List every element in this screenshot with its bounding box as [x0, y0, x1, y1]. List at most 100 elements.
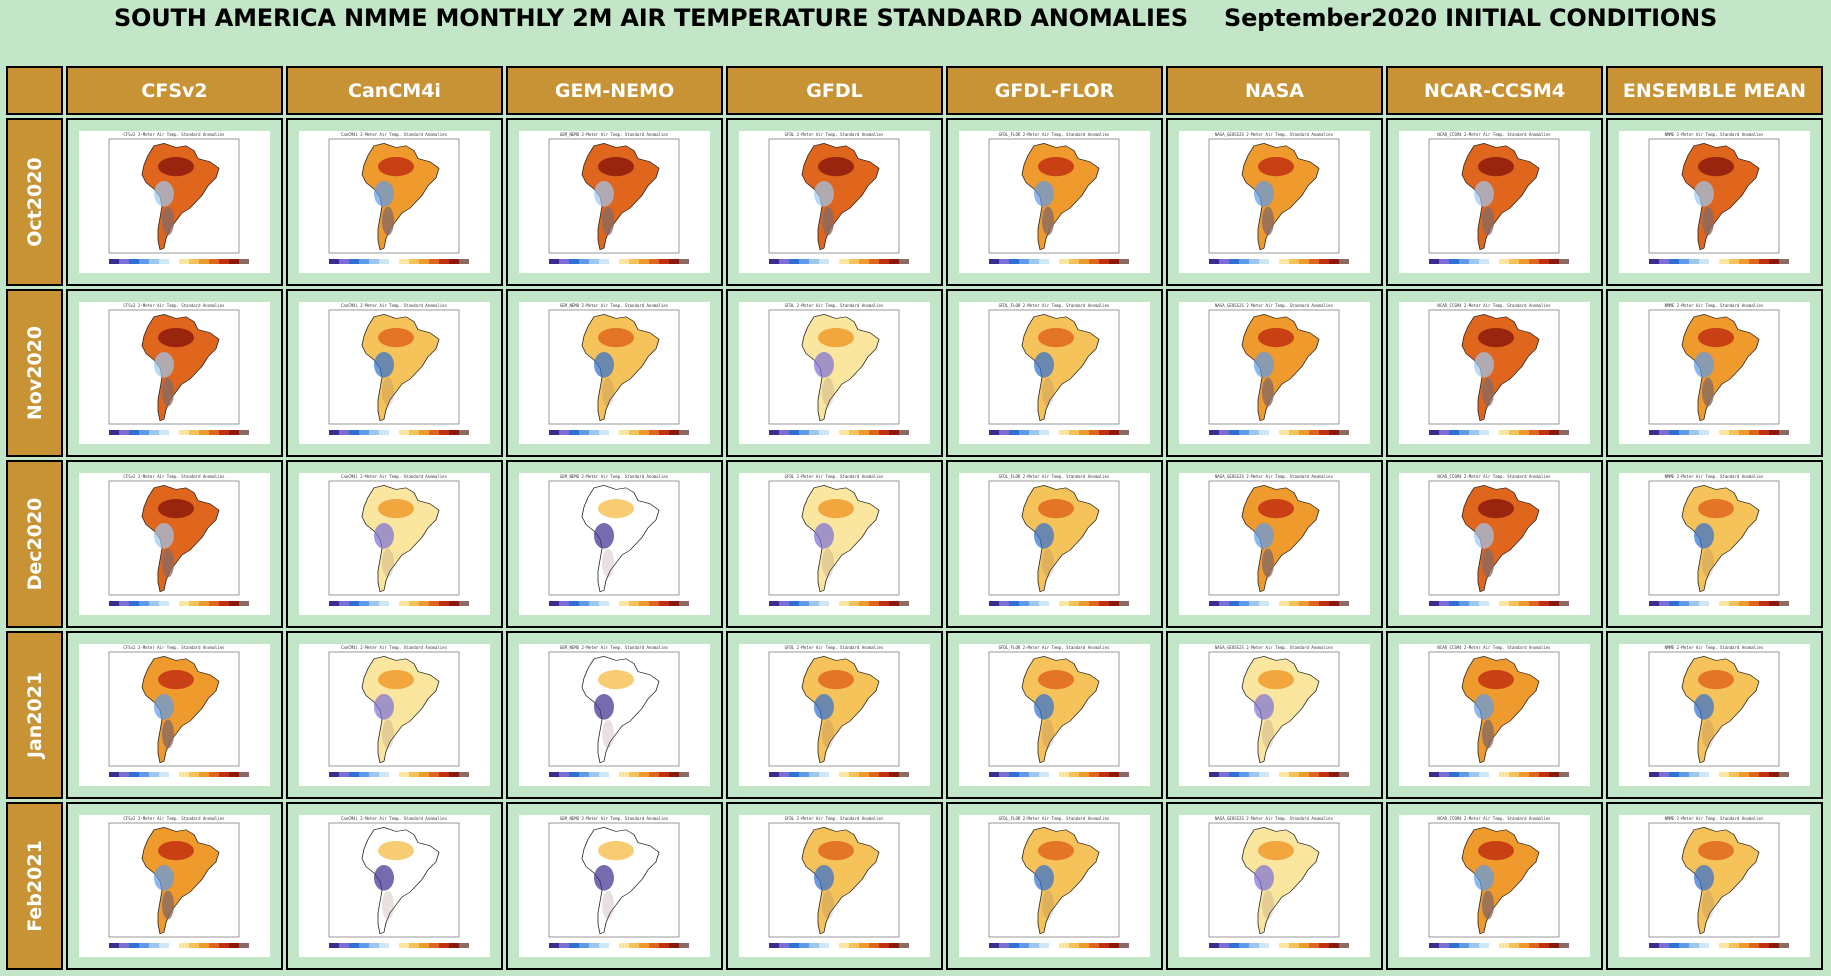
anomaly-map-image[interactable]: NASA_GEOSS2S 2-Meter Air Temp. Standard …: [1179, 302, 1370, 444]
map-thumbnail-cell[interactable]: GEM_NEMO 2-Meter Air Temp. Standard Anom…: [506, 289, 723, 457]
anomaly-map-image[interactable]: GFDL_FLOR 2-Meter Air Temp. Standard Ano…: [959, 302, 1150, 444]
map-thumbnail-cell[interactable]: CFSv2 2-Meter Air Temp. Standard Anomali…: [66, 802, 283, 970]
map-thumbnail-cell[interactable]: NASA_GEOSS2S 2-Meter Air Temp. Standard …: [1166, 802, 1383, 970]
map-thumbnail-cell[interactable]: GFDL_FLOR 2-Meter Air Temp. Standard Ano…: [946, 631, 1163, 799]
anomaly-map-image[interactable]: NASA_GEOSS2S 2-Meter Air Temp. Standard …: [1179, 131, 1370, 273]
anomaly-map-image[interactable]: NMME 2-Meter Air Temp. Standard Anomalie…: [1619, 131, 1810, 273]
anomaly-map-image[interactable]: NCAR_CCSM4 2-Meter Air Temp. Standard An…: [1399, 131, 1590, 273]
svg-text:NCAR_CCSM4 2-Meter Air Temp. S: NCAR_CCSM4 2-Meter Air Temp. Standard An…: [1437, 474, 1551, 479]
anomaly-map-image[interactable]: GEM_NEMO 2-Meter Air Temp. Standard Anom…: [519, 131, 710, 273]
svg-text:NMME 2-Meter Air Temp. Standar: NMME 2-Meter Air Temp. Standard Anomalie…: [1665, 303, 1764, 308]
map-thumbnail-cell[interactable]: GFDL 2-Meter Air Temp. Standard Anomalie…: [726, 631, 943, 799]
row-header-label: Jan2021: [23, 671, 46, 759]
map-thumbnail-cell[interactable]: GFDL_FLOR 2-Meter Air Temp. Standard Ano…: [946, 118, 1163, 286]
forecast-row: Feb2021 CFSv2 2-Meter Air Temp. Standard…: [6, 802, 1823, 970]
anomaly-map-image[interactable]: GFDL 2-Meter Air Temp. Standard Anomalie…: [739, 815, 930, 957]
map-thumbnail-cell[interactable]: NMME 2-Meter Air Temp. Standard Anomalie…: [1606, 118, 1823, 286]
row-header-nov2020: Nov2020: [6, 289, 63, 457]
svg-text:CFSv2 2-Meter Air Temp. Standa: CFSv2 2-Meter Air Temp. Standard Anomali…: [123, 474, 225, 479]
anomaly-map-image[interactable]: GFDL 2-Meter Air Temp. Standard Anomalie…: [739, 473, 930, 615]
map-thumbnail-cell[interactable]: NASA_GEOSS2S 2-Meter Air Temp. Standard …: [1166, 460, 1383, 628]
map-thumbnail-cell[interactable]: CFSv2 2-Meter Air Temp. Standard Anomali…: [66, 460, 283, 628]
anomaly-map-image[interactable]: GFDL_FLOR 2-Meter Air Temp. Standard Ano…: [959, 815, 1150, 957]
anomaly-map-image[interactable]: NMME 2-Meter Air Temp. Standard Anomalie…: [1619, 644, 1810, 786]
anomaly-map-image[interactable]: CanCM4i 2-Meter Air Temp. Standard Anoma…: [299, 131, 490, 273]
map-thumbnail-cell[interactable]: NCAR_CCSM4 2-Meter Air Temp. Standard An…: [1386, 631, 1603, 799]
anomaly-map-image[interactable]: GEM_NEMO 2-Meter Air Temp. Standard Anom…: [519, 302, 710, 444]
anomaly-map-image[interactable]: CFSv2 2-Meter Air Temp. Standard Anomali…: [79, 815, 270, 957]
map-thumbnail-cell[interactable]: CanCM4i 2-Meter Air Temp. Standard Anoma…: [286, 631, 503, 799]
forecast-row: Jan2021 CFSv2 2-Meter Air Temp. Standard…: [6, 631, 1823, 799]
anomaly-map-image[interactable]: NMME 2-Meter Air Temp. Standard Anomalie…: [1619, 302, 1810, 444]
map-thumbnail-cell[interactable]: GFDL 2-Meter Air Temp. Standard Anomalie…: [726, 118, 943, 286]
anomaly-map-image[interactable]: NMME 2-Meter Air Temp. Standard Anomalie…: [1619, 815, 1810, 957]
svg-text:NMME 2-Meter Air Temp. Standar: NMME 2-Meter Air Temp. Standard Anomalie…: [1665, 474, 1764, 479]
map-thumbnail-cell[interactable]: CanCM4i 2-Meter Air Temp. Standard Anoma…: [286, 460, 503, 628]
map-thumbnail-cell[interactable]: CFSv2 2-Meter Air Temp. Standard Anomali…: [66, 118, 283, 286]
map-thumbnail-cell[interactable]: NCAR_CCSM4 2-Meter Air Temp. Standard An…: [1386, 802, 1603, 970]
anomaly-map-image[interactable]: NASA_GEOSS2S 2-Meter Air Temp. Standard …: [1179, 644, 1370, 786]
anomaly-map-image[interactable]: NCAR_CCSM4 2-Meter Air Temp. Standard An…: [1399, 473, 1590, 615]
anomaly-map-image[interactable]: GFDL_FLOR 2-Meter Air Temp. Standard Ano…: [959, 644, 1150, 786]
anomaly-map-image[interactable]: GFDL 2-Meter Air Temp. Standard Anomalie…: [739, 302, 930, 444]
map-thumbnail-cell[interactable]: GEM_NEMO 2-Meter Air Temp. Standard Anom…: [506, 802, 723, 970]
anomaly-map-image[interactable]: GFDL_FLOR 2-Meter Air Temp. Standard Ano…: [959, 473, 1150, 615]
map-thumbnail-cell[interactable]: CFSv2 2-Meter Air Temp. Standard Anomali…: [66, 631, 283, 799]
map-thumbnail-cell[interactable]: NCAR_CCSM4 2-Meter Air Temp. Standard An…: [1386, 289, 1603, 457]
anomaly-map-image[interactable]: NCAR_CCSM4 2-Meter Air Temp. Standard An…: [1399, 815, 1590, 957]
anomaly-map-image[interactable]: GFDL_FLOR 2-Meter Air Temp. Standard Ano…: [959, 131, 1150, 273]
anomaly-map-image[interactable]: CFSv2 2-Meter Air Temp. Standard Anomali…: [79, 302, 270, 444]
map-thumbnail-cell[interactable]: NASA_GEOSS2S 2-Meter Air Temp. Standard …: [1166, 289, 1383, 457]
map-thumbnail-cell[interactable]: GEM_NEMO 2-Meter Air Temp. Standard Anom…: [506, 631, 723, 799]
svg-text:GEM_NEMO 2-Meter Air Temp. Sta: GEM_NEMO 2-Meter Air Temp. Standard Anom…: [560, 645, 669, 650]
anomaly-map-image[interactable]: NMME 2-Meter Air Temp. Standard Anomalie…: [1619, 473, 1810, 615]
anomaly-map-image[interactable]: GFDL 2-Meter Air Temp. Standard Anomalie…: [739, 644, 930, 786]
map-thumbnail-cell[interactable]: CanCM4i 2-Meter Air Temp. Standard Anoma…: [286, 289, 503, 457]
anomaly-map-image[interactable]: CFSv2 2-Meter Air Temp. Standard Anomali…: [79, 644, 270, 786]
map-thumbnail-cell[interactable]: GEM_NEMO 2-Meter Air Temp. Standard Anom…: [506, 118, 723, 286]
page-title: SOUTH AMERICA NMME MONTHLY 2M AIR TEMPER…: [0, 4, 1831, 34]
map-thumbnail-cell[interactable]: NMME 2-Meter Air Temp. Standard Anomalie…: [1606, 289, 1823, 457]
map-thumbnail-cell[interactable]: GFDL_FLOR 2-Meter Air Temp. Standard Ano…: [946, 289, 1163, 457]
map-thumbnail-cell[interactable]: NMME 2-Meter Air Temp. Standard Anomalie…: [1606, 631, 1823, 799]
row-header-label: Feb2021: [23, 840, 46, 932]
anomaly-map-image[interactable]: CFSv2 2-Meter Air Temp. Standard Anomali…: [79, 473, 270, 615]
anomaly-map-image[interactable]: GFDL 2-Meter Air Temp. Standard Anomalie…: [739, 131, 930, 273]
anomaly-map-image[interactable]: NCAR_CCSM4 2-Meter Air Temp. Standard An…: [1399, 644, 1590, 786]
anomaly-map-image[interactable]: NCAR_CCSM4 2-Meter Air Temp. Standard An…: [1399, 302, 1590, 444]
svg-text:CanCM4i 2-Meter Air Temp. Stan: CanCM4i 2-Meter Air Temp. Standard Anoma…: [341, 474, 448, 479]
row-header-label: Nov2020: [23, 325, 46, 421]
anomaly-map-image[interactable]: GEM_NEMO 2-Meter Air Temp. Standard Anom…: [519, 815, 710, 957]
map-thumbnail-cell[interactable]: CanCM4i 2-Meter Air Temp. Standard Anoma…: [286, 802, 503, 970]
svg-text:CanCM4i 2-Meter Air Temp. Stan: CanCM4i 2-Meter Air Temp. Standard Anoma…: [341, 645, 448, 650]
map-thumbnail-cell[interactable]: GFDL 2-Meter Air Temp. Standard Anomalie…: [726, 802, 943, 970]
anomaly-map-image[interactable]: CanCM4i 2-Meter Air Temp. Standard Anoma…: [299, 815, 490, 957]
anomaly-map-image[interactable]: NASA_GEOSS2S 2-Meter Air Temp. Standard …: [1179, 473, 1370, 615]
map-thumbnail-cell[interactable]: NASA_GEOSS2S 2-Meter Air Temp. Standard …: [1166, 631, 1383, 799]
svg-text:NMME 2-Meter Air Temp. Standar: NMME 2-Meter Air Temp. Standard Anomalie…: [1665, 645, 1764, 650]
map-thumbnail-cell[interactable]: GFDL 2-Meter Air Temp. Standard Anomalie…: [726, 460, 943, 628]
forecast-grid: CFSv2 CanCM4i GEM-NEMO GFDL GFDL-FLOR NASA NCA…: [3, 63, 1826, 973]
anomaly-map-image[interactable]: CanCM4i 2-Meter Air Temp. Standard Anoma…: [299, 644, 490, 786]
column-header-row: CFSv2 CanCM4i GEM-NEMO GFDL GFDL-FLOR NASA NCA…: [6, 66, 1823, 115]
anomaly-map-image[interactable]: NASA_GEOSS2S 2-Meter Air Temp. Standard …: [1179, 815, 1370, 957]
anomaly-map-image[interactable]: CanCM4i 2-Meter Air Temp. Standard Anoma…: [299, 473, 490, 615]
map-thumbnail-cell[interactable]: GFDL_FLOR 2-Meter Air Temp. Standard Ano…: [946, 460, 1163, 628]
anomaly-map-image[interactable]: GEM_NEMO 2-Meter Air Temp. Standard Anom…: [519, 473, 710, 615]
map-thumbnail-cell[interactable]: CFSv2 2-Meter Air Temp. Standard Anomali…: [66, 289, 283, 457]
map-thumbnail-cell[interactable]: NCAR_CCSM4 2-Meter Air Temp. Standard An…: [1386, 118, 1603, 286]
svg-text:NCAR_CCSM4 2-Meter Air Temp. S: NCAR_CCSM4 2-Meter Air Temp. Standard An…: [1437, 303, 1551, 308]
svg-text:CFSv2 2-Meter Air Temp. Standa: CFSv2 2-Meter Air Temp. Standard Anomali…: [123, 132, 225, 137]
anomaly-map-image[interactable]: GEM_NEMO 2-Meter Air Temp. Standard Anom…: [519, 644, 710, 786]
map-thumbnail-cell[interactable]: GEM_NEMO 2-Meter Air Temp. Standard Anom…: [506, 460, 723, 628]
map-thumbnail-cell[interactable]: NMME 2-Meter Air Temp. Standard Anomalie…: [1606, 802, 1823, 970]
anomaly-map-image[interactable]: CFSv2 2-Meter Air Temp. Standard Anomali…: [79, 131, 270, 273]
map-thumbnail-cell[interactable]: GFDL 2-Meter Air Temp. Standard Anomalie…: [726, 289, 943, 457]
forecast-row: Oct2020 CFSv2 2-Meter Air Temp. Standard…: [6, 118, 1823, 286]
map-thumbnail-cell[interactable]: NMME 2-Meter Air Temp. Standard Anomalie…: [1606, 460, 1823, 628]
map-thumbnail-cell[interactable]: GFDL_FLOR 2-Meter Air Temp. Standard Ano…: [946, 802, 1163, 970]
map-thumbnail-cell[interactable]: CanCM4i 2-Meter Air Temp. Standard Anoma…: [286, 118, 503, 286]
map-thumbnail-cell[interactable]: NASA_GEOSS2S 2-Meter Air Temp. Standard …: [1166, 118, 1383, 286]
map-thumbnail-cell[interactable]: NCAR_CCSM4 2-Meter Air Temp. Standard An…: [1386, 460, 1603, 628]
anomaly-map-image[interactable]: CanCM4i 2-Meter Air Temp. Standard Anoma…: [299, 302, 490, 444]
